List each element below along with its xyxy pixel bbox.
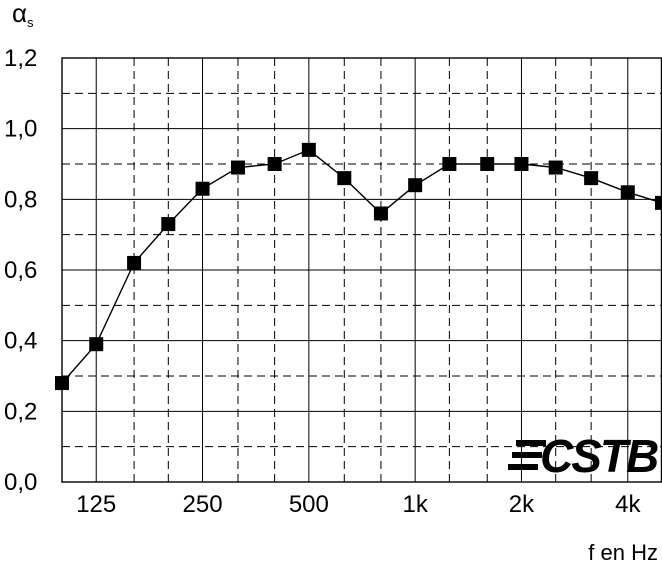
data-point — [620, 185, 635, 200]
data-point — [55, 376, 69, 391]
y-tick-label: 0,0 — [4, 469, 37, 496]
chart-grid — [61, 57, 662, 483]
x-tick-label: 1k — [402, 491, 428, 518]
data-point — [480, 157, 495, 171]
data-point — [161, 217, 176, 232]
x-tick-label: 500 — [289, 491, 329, 518]
y-tick-label: 0,4 — [4, 328, 37, 355]
data-point — [514, 157, 529, 171]
series-line — [61, 149, 662, 384]
data-point — [655, 195, 662, 210]
x-tick-label: 250 — [183, 491, 223, 518]
data-point — [301, 142, 316, 157]
y-axis-label: αs — [12, 0, 34, 30]
y-tick-label: 0,8 — [4, 186, 37, 213]
data-point — [373, 206, 388, 221]
data-point — [89, 337, 104, 352]
data-point — [195, 181, 210, 196]
x-tick-label: 125 — [76, 491, 116, 518]
y-axis-label-main: α — [12, 0, 27, 28]
data-point — [337, 171, 352, 186]
three-bars-icon — [508, 440, 546, 470]
data-point — [230, 160, 245, 175]
data-point — [584, 171, 599, 186]
y-tick-label: 1,0 — [4, 116, 37, 143]
x-tick-label: 2k — [509, 491, 535, 518]
cstb-logo: CSTB — [508, 430, 660, 482]
x-axis-label: f en Hz — [588, 540, 658, 565]
data-point — [548, 160, 563, 175]
y-axis-label-sub: s — [27, 15, 34, 30]
logo-text: CSTB — [540, 430, 658, 482]
data-point — [267, 157, 282, 171]
y-axis-ticks: 0,0 0,2 0,4 0,6 0,8 1,0 1,2 — [4, 45, 37, 496]
data-point — [442, 157, 457, 171]
y-tick-label: 1,2 — [4, 45, 37, 72]
x-tick-label: 4k — [615, 491, 641, 518]
data-point — [408, 178, 423, 193]
y-tick-label: 0,2 — [4, 398, 37, 425]
series-absorption — [55, 142, 662, 391]
y-tick-label: 0,6 — [4, 257, 37, 284]
x-axis-ticks: 125 250 500 1k 2k 4k — [76, 491, 641, 518]
data-point — [127, 255, 142, 270]
